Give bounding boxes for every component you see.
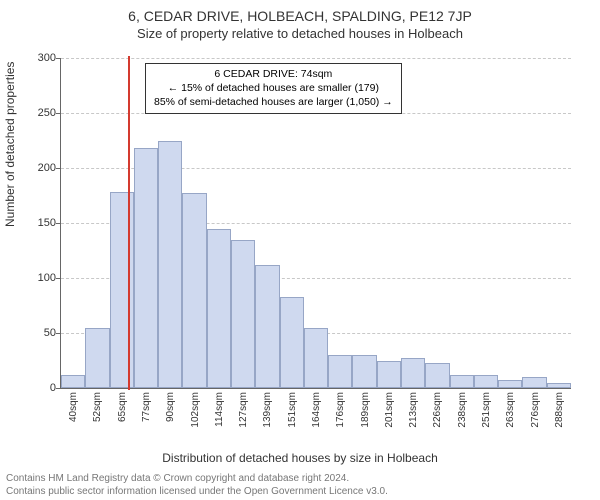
x-tick-label: 52sqm [92, 392, 103, 437]
y-tick-mark [56, 333, 60, 334]
chart-area: 6 CEDAR DRIVE: 74sqm ← 15% of detached h… [60, 58, 570, 416]
y-tick-label: 300 [28, 52, 56, 64]
y-tick-label: 50 [28, 327, 56, 339]
x-tick-label: 164sqm [311, 392, 322, 437]
histogram-bar [110, 192, 134, 388]
y-tick-mark [56, 113, 60, 114]
x-tick-label: 263sqm [505, 392, 516, 437]
y-tick-mark [56, 58, 60, 59]
x-tick-label: 90sqm [165, 392, 176, 437]
x-axis-label: Distribution of detached houses by size … [0, 451, 600, 465]
x-tick-label: 176sqm [335, 392, 346, 437]
gridline [61, 58, 571, 59]
histogram-bar [182, 193, 206, 388]
x-tick-label: 127sqm [238, 392, 249, 437]
histogram-bar [474, 375, 498, 388]
histogram-bar [547, 383, 571, 389]
y-axis-label: Number of detached properties [3, 62, 17, 227]
x-tick-label: 151sqm [287, 392, 298, 437]
histogram-bar [207, 229, 231, 389]
histogram-bar [280, 297, 304, 388]
annotation-line-2: ← 15% of detached houses are smaller (17… [154, 81, 393, 95]
histogram-bar [522, 377, 546, 388]
histogram-bar [61, 375, 85, 388]
x-tick-label: 238sqm [457, 392, 468, 437]
x-tick-label: 65sqm [117, 392, 128, 437]
histogram-bar [425, 363, 449, 388]
histogram-bar [85, 328, 109, 389]
histogram-bar [231, 240, 255, 389]
annotation-box: 6 CEDAR DRIVE: 74sqm ← 15% of detached h… [145, 63, 402, 114]
annotation-line-3: 85% of semi-detached houses are larger (… [154, 95, 393, 109]
histogram-bar [304, 328, 328, 389]
x-tick-label: 77sqm [141, 392, 152, 437]
annotation-line-1: 6 CEDAR DRIVE: 74sqm [154, 67, 393, 81]
x-tick-label: 40sqm [68, 392, 79, 437]
histogram-bar [255, 265, 279, 388]
y-tick-label: 150 [28, 217, 56, 229]
histogram-bar [134, 148, 158, 388]
y-tick-mark [56, 223, 60, 224]
histogram-bar [498, 380, 522, 388]
chart-subtitle: Size of property relative to detached ho… [0, 24, 600, 41]
y-tick-label: 100 [28, 272, 56, 284]
x-tick-label: 276sqm [530, 392, 541, 437]
histogram-bar [450, 375, 474, 388]
histogram-bar [328, 355, 352, 388]
x-tick-label: 189sqm [360, 392, 371, 437]
x-tick-label: 201sqm [384, 392, 395, 437]
footer-line-1: Contains HM Land Registry data © Crown c… [6, 472, 388, 485]
footer-line-2: Contains public sector information licen… [6, 485, 388, 498]
histogram-bar [377, 361, 401, 389]
y-tick-mark [56, 278, 60, 279]
y-tick-label: 0 [28, 382, 56, 394]
marker-line [128, 56, 130, 390]
x-tick-label: 288sqm [554, 392, 565, 437]
histogram-bar [352, 355, 376, 388]
histogram-plot: 6 CEDAR DRIVE: 74sqm ← 15% of detached h… [60, 58, 571, 389]
y-tick-mark [56, 388, 60, 389]
y-tick-mark [56, 168, 60, 169]
x-tick-label: 226sqm [432, 392, 443, 437]
x-tick-label: 213sqm [408, 392, 419, 437]
y-tick-label: 250 [28, 107, 56, 119]
y-tick-label: 200 [28, 162, 56, 174]
histogram-bar [401, 358, 425, 388]
x-tick-label: 251sqm [481, 392, 492, 437]
x-tick-label: 114sqm [214, 392, 225, 437]
page-title: 6, CEDAR DRIVE, HOLBEACH, SPALDING, PE12… [0, 0, 600, 24]
x-tick-label: 102sqm [190, 392, 201, 437]
x-tick-label: 139sqm [262, 392, 273, 437]
footer-credits: Contains HM Land Registry data © Crown c… [6, 472, 388, 498]
histogram-bar [158, 141, 182, 389]
